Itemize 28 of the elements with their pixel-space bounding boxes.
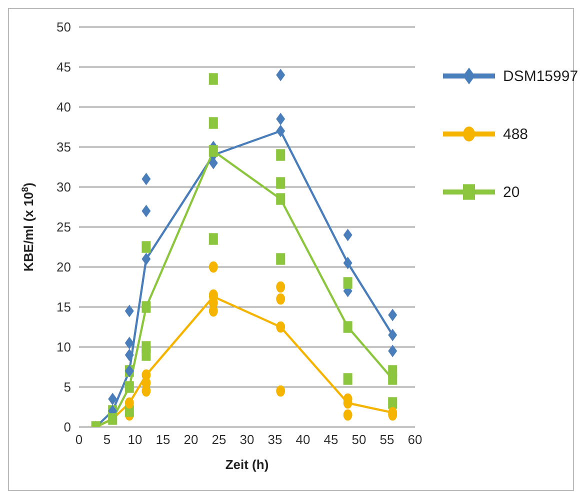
x-tick-label: 10 [128,432,142,448]
x-tick-label: 20 [184,432,198,448]
y-tick-label: 15 [56,300,71,315]
legend-label: DSM15997 [503,68,578,84]
x-tick-label: 15 [156,432,170,448]
x-tick-label: 50 [352,432,366,448]
x-tick-label: 45 [324,432,338,448]
x-tick-label: 55 [380,432,394,448]
y-tick-label: 40 [56,100,71,115]
y-tick-label: 25 [56,220,71,235]
x-tick-label: 30 [240,432,254,448]
y-tick-label: 0 [64,420,71,435]
y-tick-label: 50 [56,20,71,35]
x-tick-label: 35 [268,432,282,448]
x-tick-label: 25 [212,432,226,448]
x-tick-label: 60 [408,432,422,448]
legend-label: 488 [503,126,528,142]
x-axis-title: Zeit (h) [225,457,269,472]
y-tick-label: 30 [56,180,71,195]
legend-label: 20 [503,184,520,200]
y-tick-label: 35 [56,140,71,155]
x-tick-label: 40 [296,432,310,448]
x-tick-label: 0 [75,432,83,448]
y-tick-label: 45 [56,60,71,75]
y-tick-label: 10 [56,340,71,355]
x-tick-label: 5 [103,432,111,448]
y-tick-label: 20 [56,260,71,275]
y-tick-label: 5 [64,380,71,395]
